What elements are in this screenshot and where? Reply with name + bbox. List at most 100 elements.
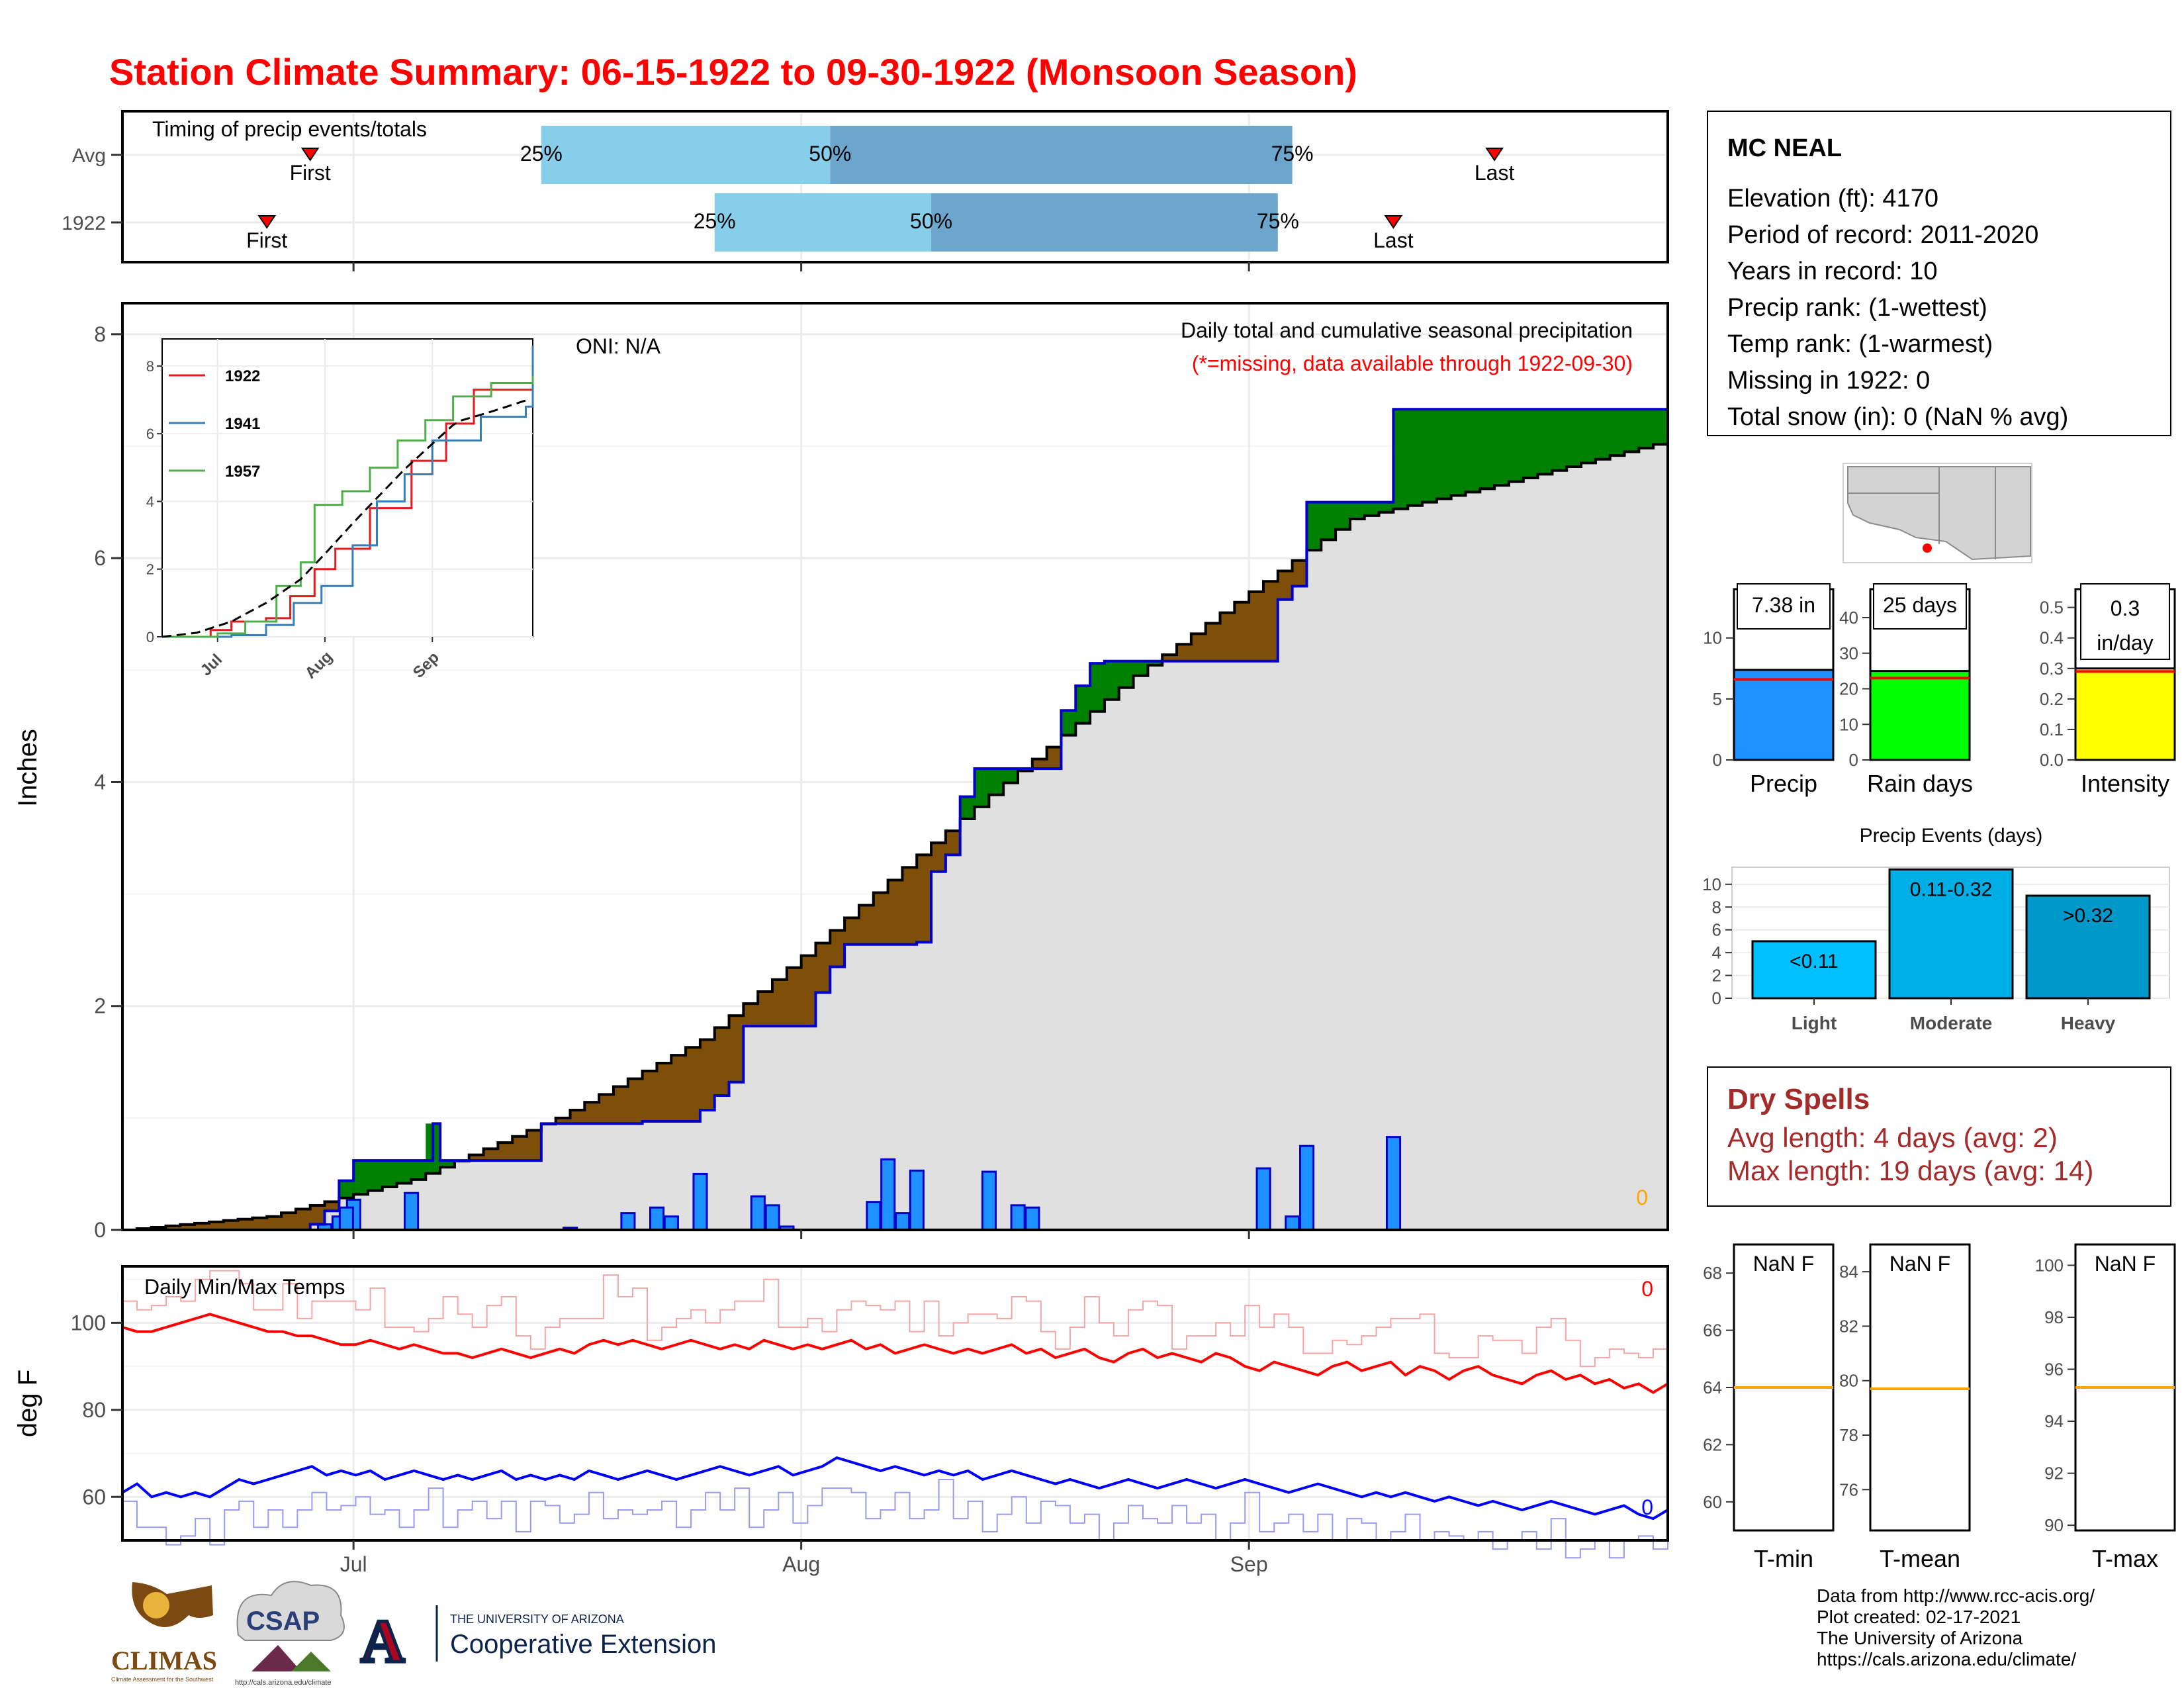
station-detail-line: Elevation (ft): 4170 [1727,185,1938,212]
climo-fill [801,1026,817,1230]
inset-y-tick-label: 6 [146,426,154,442]
below-avg-fill [512,1136,527,1161]
climo-fill [555,1123,571,1230]
above-avg-fill [974,769,989,807]
climo-fill [570,1123,585,1230]
climo-fill [426,1173,441,1230]
climo-fill [1408,505,1423,1230]
summary-bar-label: Precip [1750,770,1817,797]
climo-fill [1292,586,1308,1230]
temp-box-y-tick-label: 64 [1703,1378,1722,1397]
climas-sun [143,1592,169,1618]
climo-fill [1639,447,1654,1230]
daily-precip-bar [1010,1204,1026,1231]
timing-p75-label: 75% [1257,209,1299,233]
precip-y-ticks: 0 2 4 6 8 [94,322,1250,1242]
summary-value-box [1737,583,1831,630]
below-avg-fill [772,979,788,1027]
station-frame [1707,111,2171,436]
dry-spells-frame [1707,1066,2171,1207]
climo-fill [772,1026,788,1230]
below-avg-fill [281,1213,296,1230]
inset-series-line-1922 [162,369,534,638]
climo-fill [1567,467,1582,1230]
summary-value-text: 25 days [1883,593,1957,617]
precip-event-range: <0.11 [1790,951,1839,972]
climas-logo: CLIMAS Climate Assessment for the Southw… [111,1582,217,1683]
above-avg-fill [367,1160,383,1191]
timing-panel: Timing of precip events/totals Avg 25% 50%… [62,110,1669,271]
dry-spells-box: Dry Spells Avg length: 4 days (avg: 2) M… [1707,1066,2171,1207]
page-title: Station Climate Summary: 06-15-1922 to 0… [109,51,1357,93]
daily-precip-bar [1285,1215,1300,1231]
climas-subtitle: Climate Assessment for the Southwest [111,1676,214,1683]
tmin-line [121,1456,1669,1521]
climo-fill [657,1121,672,1230]
temp-box-label: T-max [2092,1545,2158,1572]
below-avg-fill [570,1110,585,1124]
below-avg-fill [599,1094,614,1124]
climo-fill [960,819,976,1230]
climo-fill [714,1096,730,1230]
below-avg-fill [931,843,946,872]
climo-fill [729,1082,744,1230]
below-avg-fill [1205,623,1221,661]
temp-box-label: T-min [1754,1545,1813,1572]
climo-fill [1075,723,1091,1230]
timing-last-label: Last [1475,161,1515,185]
ua-logo: A THE UNIVERSITY OF ARIZONA Cooperative … [359,1605,716,1677]
below-avg-fill [858,905,874,945]
summary-y-tick-label: 0.0 [2040,750,2064,770]
above-avg-fill [1349,502,1365,519]
summary-y-tick-label: 0 [1849,750,1858,770]
daily-precip-bar [404,1192,420,1231]
climo-fill [1162,661,1177,1230]
climo-fill [844,944,860,1230]
summary-value-text: 7.38 in [1752,593,1815,617]
climo-fill [1653,444,1668,1230]
ua-letter: A [361,1607,404,1675]
below-avg-fill [584,1102,600,1124]
above-avg-fill [1465,409,1480,492]
precip-y-tick-label: 8 [94,322,106,346]
month-axis: Jul Aug Sep [340,1540,1268,1576]
precip-y-tick-label: 6 [94,546,106,570]
below-avg-fill [295,1209,311,1230]
temp-frame [121,1265,1669,1542]
below-avg-fill [267,1216,282,1230]
climo-cumulative-line [122,440,1669,1231]
daily-precip-bar [663,1215,679,1231]
climo-fill [815,992,831,1230]
climo-fill [498,1160,513,1230]
csap-cloud [236,1581,345,1641]
above-avg-fill [1336,502,1351,530]
precip-panel: 0 2 4 6 8 Inches ONI: N/A Daily total and cu… [13,302,1669,1242]
csap-mountain [251,1645,301,1671]
above-avg-fill [1408,409,1423,506]
timing-last-label: Last [1373,228,1414,252]
temp-box-y-tick-label: 80 [1839,1371,1858,1391]
month-label: Sep [1230,1552,1268,1576]
below-avg-fill [1046,747,1062,769]
credit-line: The University of Arizona [1817,1628,2023,1648]
below-avg-fill [815,943,831,993]
timing-bar-50-75 [931,193,1278,252]
climo-fill [1364,515,1380,1230]
above-avg-fill [1567,409,1582,467]
climo-fill [902,944,917,1230]
climas-wordmark: CLIMAS [111,1646,217,1675]
precip-event-label: Heavy [2061,1013,2116,1033]
temp-box-y-tick-label: 96 [2044,1360,2064,1380]
climo-fill [512,1160,527,1230]
temp-box-y-tick-label: 68 [1703,1263,1722,1283]
logos: CLIMAS Climate Assessment for the Southw… [111,1581,716,1687]
climo-fill [1379,512,1394,1230]
below-avg-fill [527,1130,542,1161]
precip-event-bar [1888,868,2014,1000]
credit-line: Data from http://www.rcc-acis.org/ [1817,1585,2095,1606]
temp-box-value: NaN F [1753,1252,1814,1276]
summary-y-tick-label: 5 [1713,689,1722,709]
events-y-tick-label: 8 [1712,897,1721,917]
climo-fill [613,1123,629,1230]
